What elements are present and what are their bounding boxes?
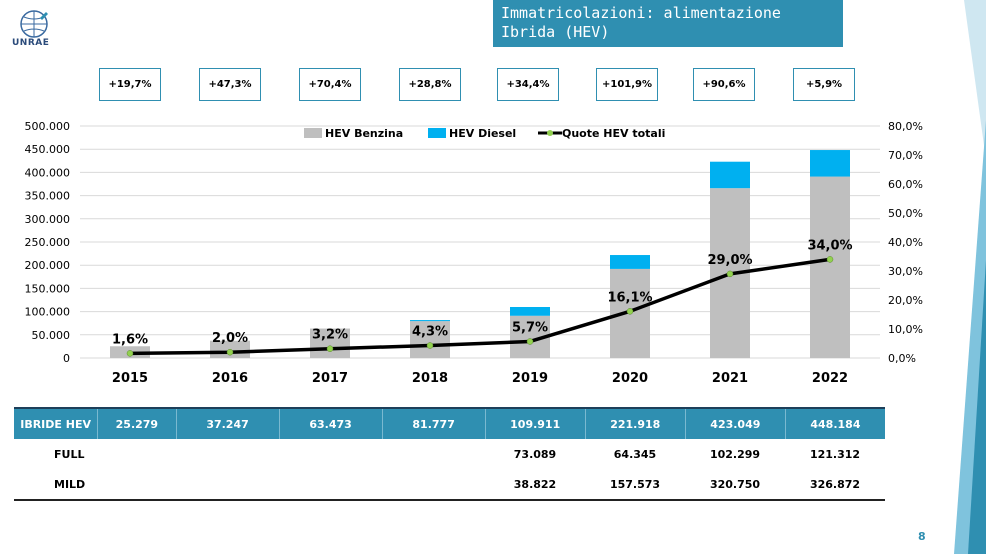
right-tick-label: 80,0%	[888, 120, 923, 133]
table-cell: 81.777	[383, 409, 486, 439]
line-data-label: 4,3%	[412, 325, 448, 340]
table-cell: 320.750	[709, 477, 761, 491]
legend-swatch-diesel	[428, 128, 446, 138]
table-cell: 109.911	[486, 409, 586, 439]
line-data-label: 34,0%	[807, 238, 852, 253]
x-tick-label: 2021	[712, 371, 748, 386]
x-tick-label: 2020	[612, 371, 648, 386]
line-data-label: 2,0%	[212, 331, 248, 346]
x-tick-label: 2017	[312, 371, 348, 386]
right-tick-label: 60,0%	[888, 178, 923, 191]
bar-hev-diesel	[510, 307, 550, 316]
table-cell: 102.299	[709, 447, 761, 461]
left-tick-label: 150.000	[25, 282, 71, 295]
left-tick-label: 100.000	[25, 306, 71, 319]
line-marker	[726, 270, 734, 278]
line-data-label: 1,6%	[112, 332, 148, 347]
bar-hev-benzina	[810, 176, 850, 358]
bar-hev-diesel	[410, 320, 450, 322]
left-tick-label: 50.000	[32, 329, 71, 342]
growth-label: +19,7%	[99, 68, 161, 101]
table-cell: 157.573	[609, 477, 661, 491]
growth-label: +5,9%	[793, 68, 855, 101]
table-cell: 326.872	[809, 477, 861, 491]
line-data-label: 3,2%	[312, 328, 348, 343]
table-cell: 121.312	[809, 447, 861, 461]
x-tick-label: 2015	[112, 371, 148, 386]
left-tick-label: 200.000	[25, 259, 71, 272]
row-label: MILD	[54, 477, 86, 491]
legend-marker-quote	[547, 130, 553, 136]
bar-hev-benzina	[410, 321, 450, 358]
growth-label: +70,4%	[299, 68, 361, 101]
right-tick-label: 50,0%	[888, 207, 923, 220]
right-tick-label: 70,0%	[888, 149, 923, 162]
line-data-label: 16,1%	[607, 290, 652, 305]
line-marker	[126, 350, 134, 357]
bar-hev-diesel	[610, 255, 650, 269]
left-tick-label: 450.000	[25, 143, 71, 156]
x-tick-label: 2019	[512, 371, 548, 386]
unrae-logo-icon	[20, 10, 48, 38]
table-cell: 448.184	[810, 417, 861, 431]
growth-label: +101,9%	[596, 68, 658, 101]
right-tick-label: 0,0%	[888, 352, 916, 365]
slide-title: Immatricolazioni: alimentazione Ibrida (…	[493, 0, 843, 47]
legend-swatch-benzina	[304, 128, 322, 138]
left-tick-label: 300.000	[25, 213, 71, 226]
table-cell: 64.345	[613, 447, 657, 461]
table-cell: 73.089	[513, 447, 557, 461]
left-tick-label: 400.000	[25, 166, 71, 179]
right-tick-label: 20,0%	[888, 294, 923, 307]
table-cell: 423.049	[686, 409, 786, 439]
x-tick-label: 2016	[212, 371, 248, 386]
row-label: IBRIDE HEV	[14, 409, 99, 439]
legend-label: Quote HEV totali	[562, 127, 665, 140]
line-marker	[626, 308, 634, 315]
hev-chart: 0 50.000 100.000 150.000 200.000 250.000 300.0…	[25, 120, 923, 386]
bar-hev-diesel	[810, 150, 850, 177]
table-row-ibride: IBRIDE HEV 25.279 37.247 63.473 81.777 1…	[14, 407, 885, 439]
growth-label: +47,3%	[199, 68, 261, 101]
table-cell: 25.279	[98, 409, 177, 439]
side-decoration	[954, 0, 986, 554]
left-tick-label: 500.000	[25, 120, 71, 133]
growth-label: +34,4%	[497, 68, 559, 101]
line-quote-hev	[129, 257, 831, 356]
table-cell: 221.918	[586, 409, 686, 439]
growth-label: +90,6%	[693, 68, 755, 101]
bar-hev-benzina	[310, 328, 350, 358]
data-table: IBRIDE HEV 25.279 37.247 63.473 81.777 1…	[14, 407, 885, 501]
table-cell: 37.247	[177, 409, 280, 439]
legend-label: HEV Diesel	[449, 127, 516, 140]
right-tick-label: 40,0%	[888, 236, 923, 249]
left-tick-label: 0	[63, 352, 70, 365]
bar-hev-diesel	[710, 161, 750, 189]
line-marker	[826, 256, 834, 263]
logo-text: UNRAE	[12, 38, 50, 48]
table-row-mild: MILD 38.822 157.573 320.750 326.872	[14, 469, 885, 501]
row-label: FULL	[54, 447, 85, 461]
left-tick-label: 250.000	[25, 236, 71, 249]
line-data-label: 5,7%	[512, 320, 548, 335]
line-marker	[426, 342, 434, 349]
legend-label: HEV Benzina	[325, 127, 403, 140]
x-tick-label: 2022	[812, 371, 848, 386]
table-cell: 63.473	[280, 409, 383, 439]
table-cell: 38.822	[513, 477, 557, 491]
right-tick-label: 10,0%	[888, 323, 923, 336]
line-marker	[526, 338, 534, 345]
right-tick-label: 30,0%	[888, 265, 923, 278]
table-row-full: FULL 73.089 64.345 102.299 121.312	[14, 439, 885, 469]
line-marker	[226, 348, 234, 356]
growth-label: +28,8%	[399, 68, 461, 101]
left-tick-label: 350.000	[25, 190, 71, 203]
line-marker	[326, 345, 334, 352]
line-data-label: 29,0%	[707, 253, 752, 268]
page-number: 8	[918, 530, 926, 543]
x-tick-label: 2018	[412, 371, 448, 386]
